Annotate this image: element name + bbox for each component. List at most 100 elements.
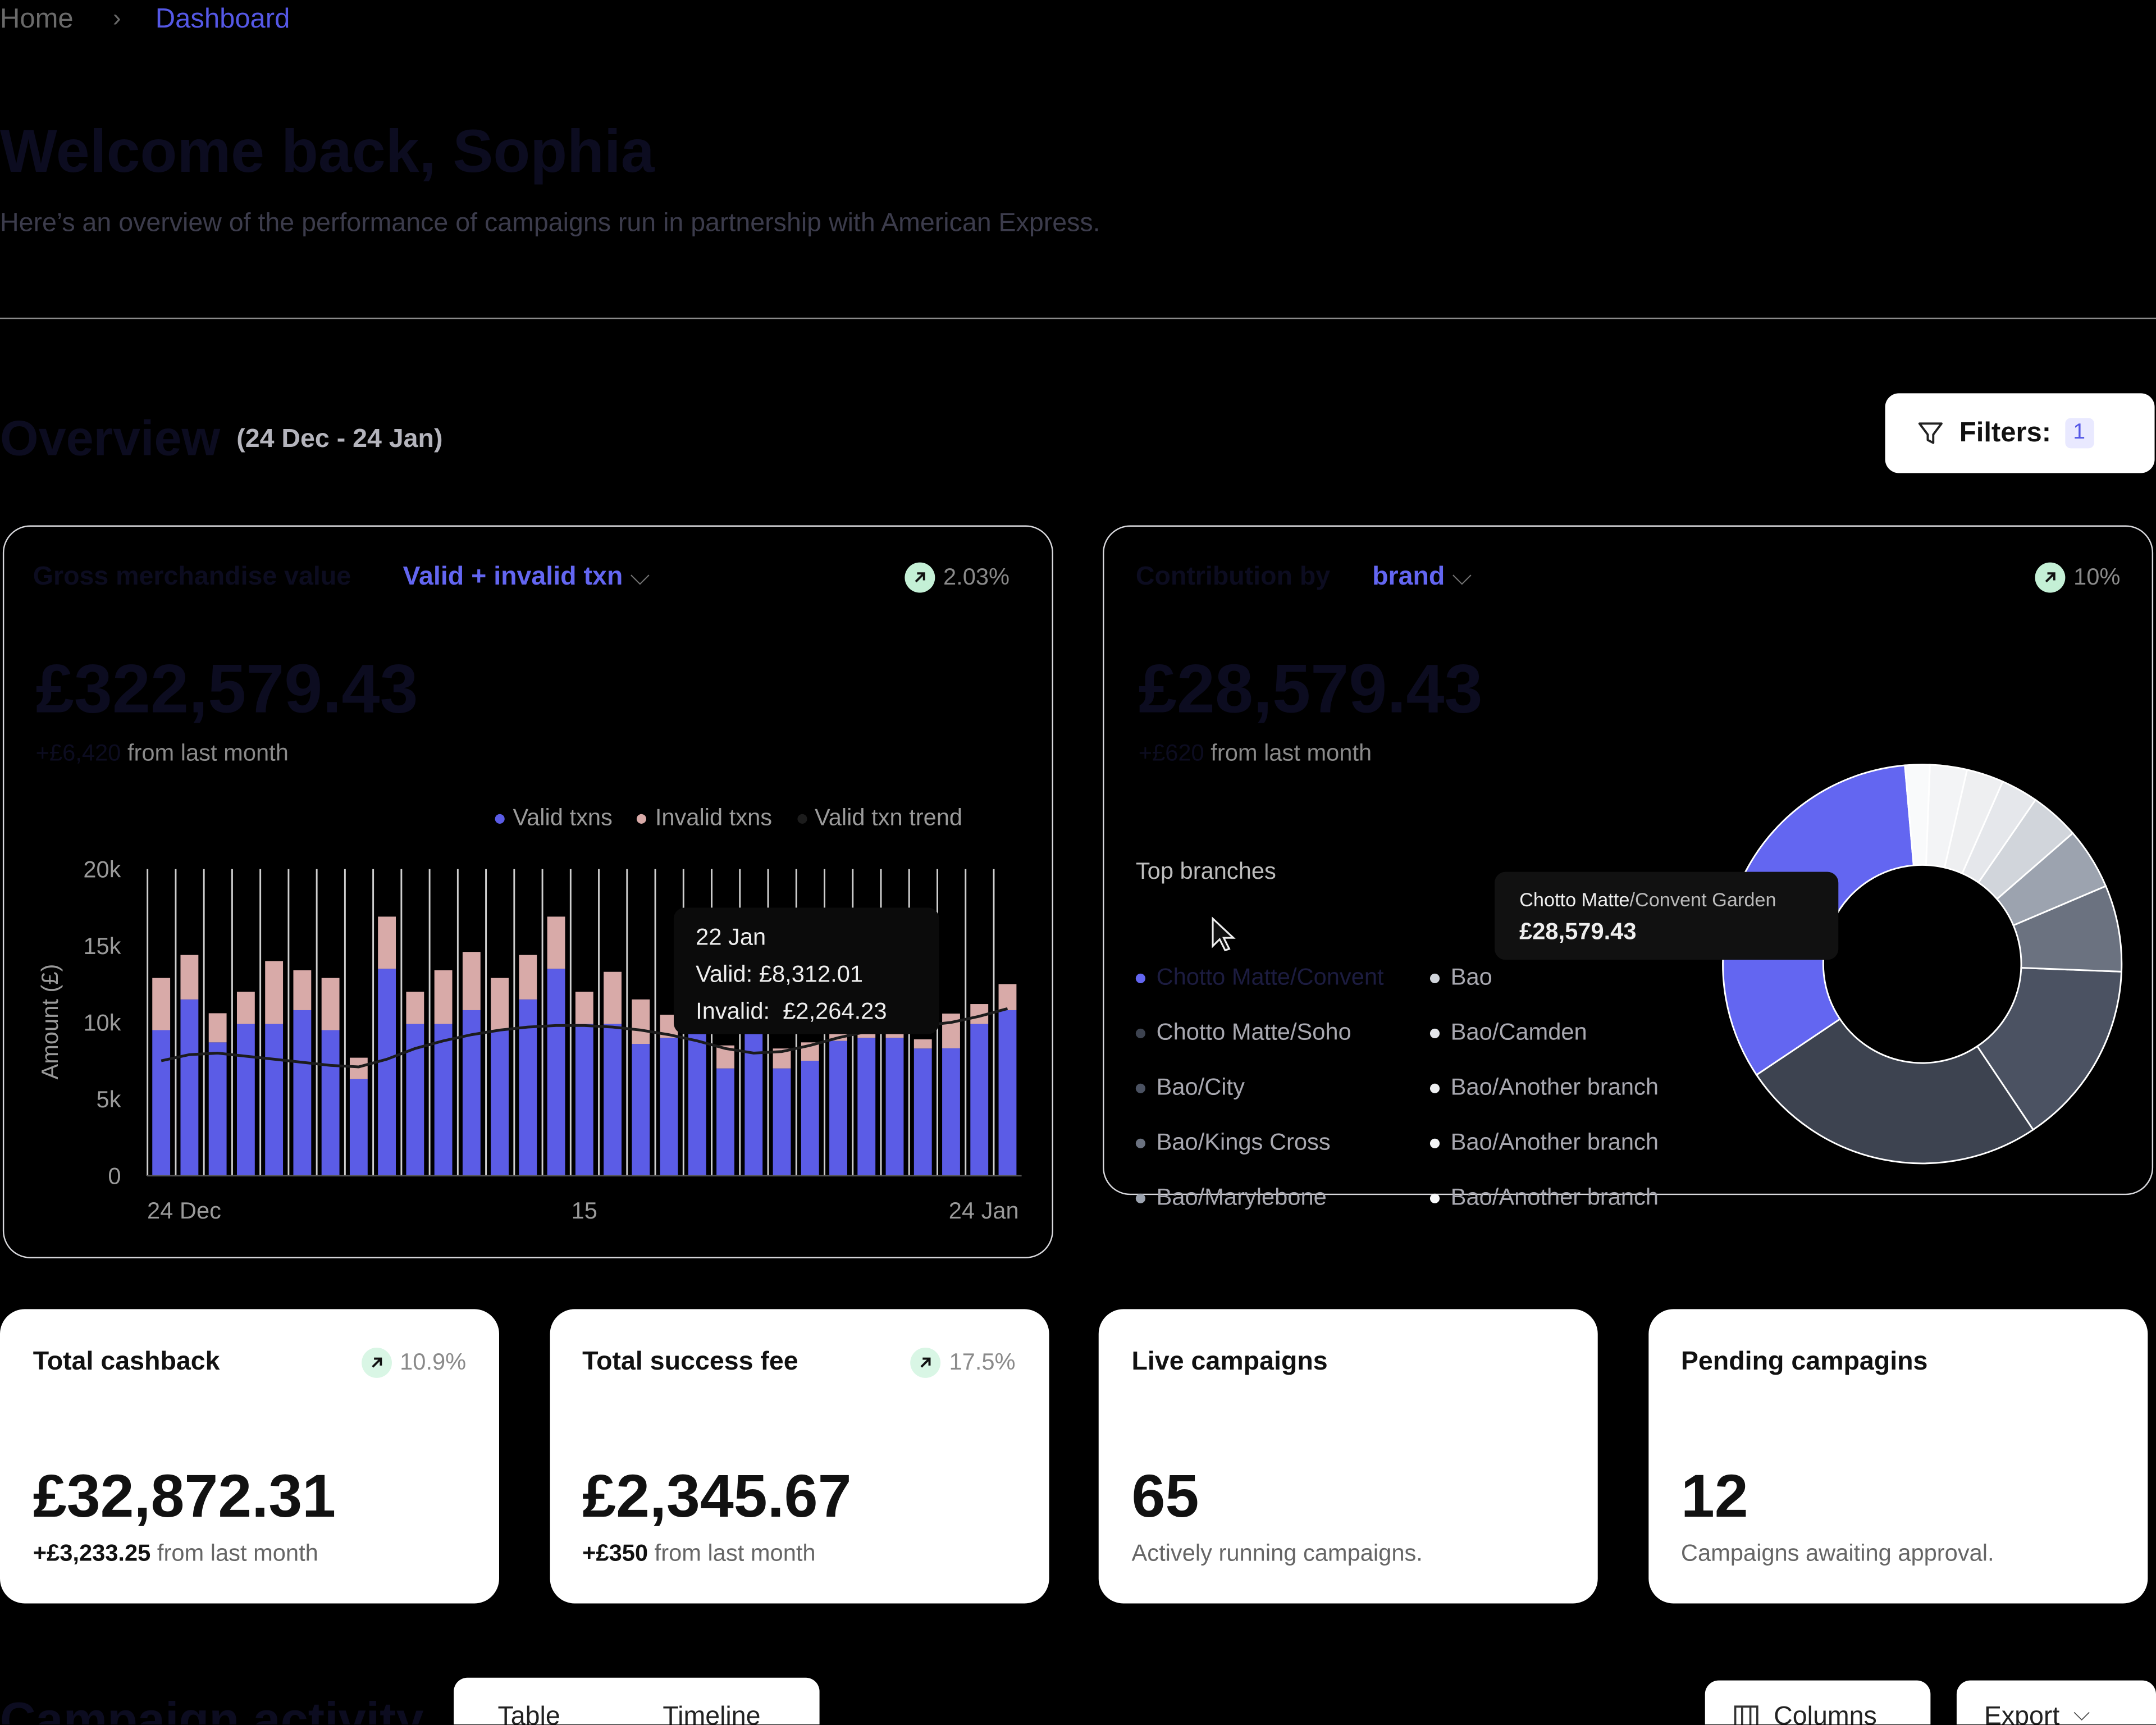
legend-label: Bao/Camden — [1450, 1019, 1587, 1046]
stat-title: Live campaigns — [1131, 1348, 1328, 1377]
tooltip-date: 22 Jan — [696, 924, 766, 951]
bar — [321, 1030, 340, 1176]
section-title: Overview — [0, 409, 221, 467]
pie-tooltip: Chotto Matte/Convent Garden £28,579.43 — [1495, 871, 1839, 960]
breadcrumb-current[interactable]: Dashboard — [155, 4, 290, 35]
bar — [913, 1039, 932, 1049]
bar — [716, 1068, 734, 1176]
legend-label: Bao/Another branch — [1450, 1129, 1659, 1156]
bar — [773, 1068, 791, 1176]
metric-selector[interactable]: brand ⌵ — [1372, 562, 1472, 592]
stat-note: Actively running campaigns. — [1131, 1540, 1423, 1567]
legend-item: Chotto Matte/Convent — [1135, 964, 1384, 992]
legend-swatch — [1135, 1193, 1146, 1203]
tab[interactable]: Table — [497, 1702, 560, 1725]
bar — [208, 1013, 227, 1043]
page-subtitle: Here’s an overview of the performance of… — [0, 209, 1100, 238]
bar — [829, 1041, 847, 1176]
legend-label: Bao/Kings Cross — [1156, 1129, 1331, 1156]
section-title: Campaign activity — [0, 1691, 424, 1725]
tooltip-label: Valid: — [696, 961, 753, 988]
trend-value: 2.03% — [943, 564, 1010, 590]
metric-selector[interactable]: Valid + invalid txn ⌵ — [403, 562, 650, 592]
bar — [998, 984, 1017, 1010]
legend-label: Chotto Matte/Convent — [1156, 964, 1384, 991]
card-title: Gross merchandise value — [33, 562, 351, 592]
bar — [208, 1042, 227, 1176]
bar — [604, 1024, 622, 1176]
legend-item: Chotto Matte/Soho — [1135, 1019, 1351, 1047]
columns-button[interactable]: Columns — [1705, 1680, 1931, 1725]
columns-icon — [1734, 1705, 1758, 1725]
trend-icon — [905, 562, 935, 593]
bar — [801, 1061, 819, 1176]
chart-legend: Valid txns Invalid txns Valid txn trend — [495, 805, 962, 832]
breadcrumb-separator: › — [112, 4, 121, 32]
stat-note-line: +£350 from last month — [582, 1540, 815, 1568]
trend-icon — [2035, 562, 2066, 593]
trend-value: 17.5% — [949, 1349, 1016, 1375]
stat-note-line: +£3,233.25 from last month — [33, 1540, 318, 1568]
legend-title: Top branches — [1135, 858, 1276, 884]
trend-badge: 10% — [2035, 562, 2120, 593]
card-amount: £322,579.43 — [35, 650, 418, 728]
trend-value: 10.9% — [400, 1349, 467, 1375]
bar — [293, 1010, 312, 1176]
selector-label: brand — [1372, 562, 1445, 592]
bar — [462, 952, 481, 1010]
y-tick-label: 15k — [83, 933, 121, 959]
stat-card: Total success fee 17.5% £2,345.67 +£350 fro… — [549, 1309, 1049, 1604]
bar — [349, 1079, 368, 1176]
card-title: Contribution by — [1135, 562, 1331, 592]
bar — [265, 1024, 284, 1176]
card-change: +£620 from last month — [1139, 740, 1372, 768]
filter-icon — [1918, 422, 1943, 444]
breadcrumb-home[interactable]: Home — [0, 4, 74, 35]
x-tick-label: 24 Dec — [147, 1197, 221, 1224]
legend-label: Bao/Another branch — [1450, 1184, 1659, 1211]
bar — [519, 955, 537, 1000]
stat-note: Campaigns awaiting approval. — [1680, 1540, 1994, 1567]
bar — [265, 961, 284, 1024]
filters-count: 1 — [2064, 418, 2094, 449]
trend-badge: 10.9% — [361, 1348, 467, 1378]
bar — [547, 916, 565, 969]
legend-label: Invalid txns — [655, 804, 773, 831]
button-label: Columns — [1774, 1702, 1877, 1725]
bar — [434, 1024, 453, 1176]
bar — [632, 1044, 650, 1176]
date-range: (24 Dec - 24 Jan) — [236, 425, 443, 454]
bar — [913, 1048, 932, 1176]
stat-title: Pending campagins — [1680, 1348, 1928, 1377]
filters-button[interactable]: Filters: 1 — [1885, 393, 2155, 473]
cursor — [1212, 916, 1236, 952]
tab[interactable]: Timeline — [663, 1702, 761, 1725]
page-title: Welcome back, Sophia — [0, 118, 655, 186]
y-tick-label: 0 — [108, 1163, 121, 1189]
pie-slice — [1904, 764, 1931, 866]
bar — [632, 999, 650, 1044]
bar — [434, 970, 453, 1024]
stat-card: Live campaigns 65 Actively running campaig… — [1098, 1309, 1598, 1604]
legend-swatch — [1135, 1138, 1146, 1148]
change-note: from last month — [1211, 740, 1372, 766]
legend-item: Bao — [1429, 964, 1492, 992]
tooltip-brand: Chotto Matte — [1519, 888, 1630, 911]
tooltip-label: Invalid: — [696, 998, 770, 1025]
legend-item: Bao/Kings Cross — [1135, 1129, 1331, 1157]
legend-item: Bao/Another branch — [1429, 1074, 1659, 1102]
bar — [970, 1024, 989, 1176]
legend-swatch — [1135, 1028, 1146, 1039]
export-button[interactable]: Export ⌵ — [1956, 1680, 2156, 1725]
legend-swatch — [1135, 1083, 1146, 1093]
card-amount: £28,579.43 — [1138, 650, 1483, 728]
bar — [378, 969, 396, 1176]
stat-card: Total cashback 10.9% £32,872.31 +£3,233.25 … — [0, 1309, 499, 1604]
legend-swatch — [637, 814, 647, 824]
legend-item: Bao/Another branch — [1429, 1129, 1659, 1157]
bar — [462, 1010, 481, 1176]
legend-label: Chotto Matte/Soho — [1156, 1019, 1351, 1046]
bar — [491, 978, 509, 1030]
filters-label: Filters: — [1959, 417, 2052, 448]
